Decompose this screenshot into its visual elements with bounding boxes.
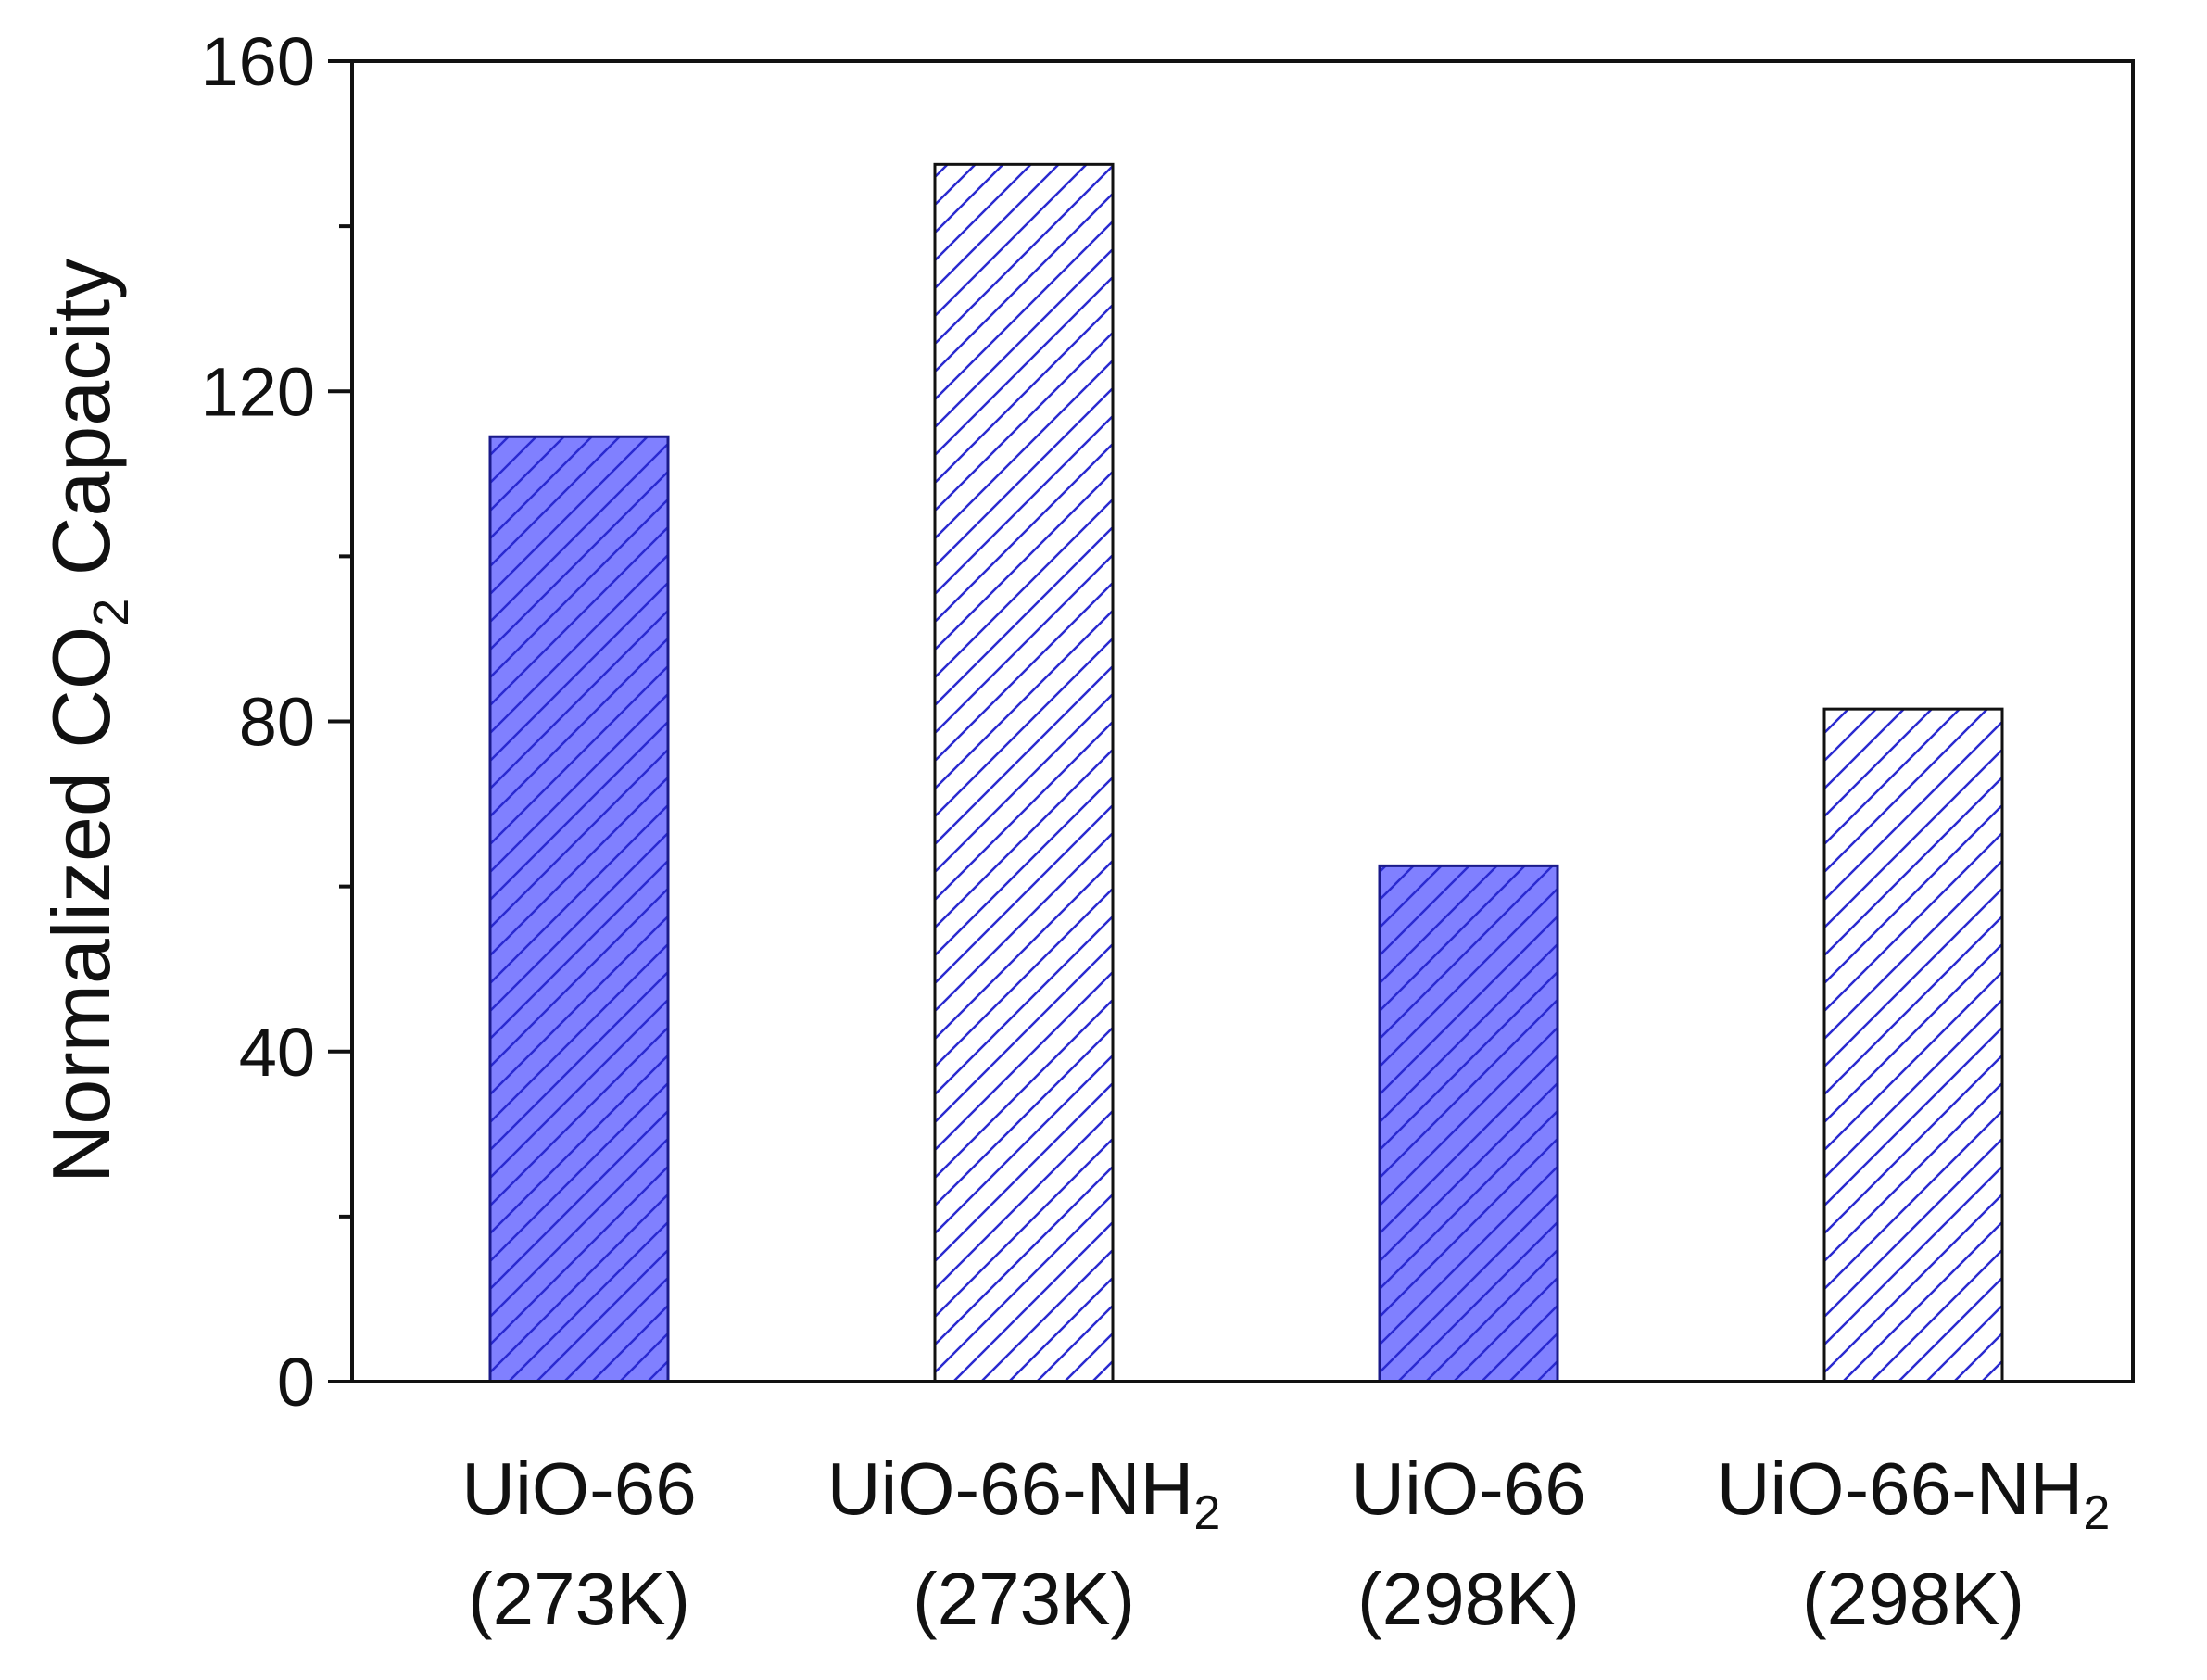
y-tick-label: 120 [201, 353, 315, 430]
x-category-label-line1: UiO-66 [1351, 1447, 1585, 1530]
x-category-label-line1: UiO-66 [461, 1447, 696, 1530]
x-category-label-line1: UiO-66-NH2 [827, 1447, 1221, 1540]
y-tick-label: 160 [201, 23, 315, 100]
y-tick-label: 40 [239, 1014, 315, 1091]
bar-3 [1378, 864, 1559, 1383]
bar-hatch [1824, 709, 2002, 1382]
y-axis-title: Normalized CO2 Capacity [35, 259, 139, 1183]
bars [488, 162, 2004, 1383]
y-axis-title-main: Normalized CO [35, 626, 127, 1183]
x-category-label-line2: (298K) [1802, 1558, 2024, 1640]
bar-hatch [1380, 865, 1558, 1382]
x-category-label-line2: (273K) [468, 1558, 690, 1640]
bar-1 [488, 435, 670, 1383]
y-axis: 0 40 80 120 160 [201, 23, 352, 1421]
y-axis-title-subscript: 2 [83, 599, 139, 626]
x-category-label-line2: (273K) [913, 1558, 1135, 1640]
bar-4 [1822, 707, 2004, 1383]
x-category-label-line1: UiO-66-NH2 [1717, 1447, 2111, 1540]
x-axis-labels: UiO-66 (273K) UiO-66-NH2 (273K) UiO-66 (298K)… [461, 1447, 2110, 1640]
bar-hatch [935, 164, 1113, 1382]
x-category-label-line2: (298K) [1357, 1558, 1580, 1640]
y-tick-label: 0 [277, 1344, 315, 1421]
bar-2 [933, 162, 1115, 1383]
y-axis-title-rest: Capacity [35, 259, 127, 599]
y-tick-label: 80 [239, 684, 315, 761]
bar-hatch [490, 436, 668, 1382]
